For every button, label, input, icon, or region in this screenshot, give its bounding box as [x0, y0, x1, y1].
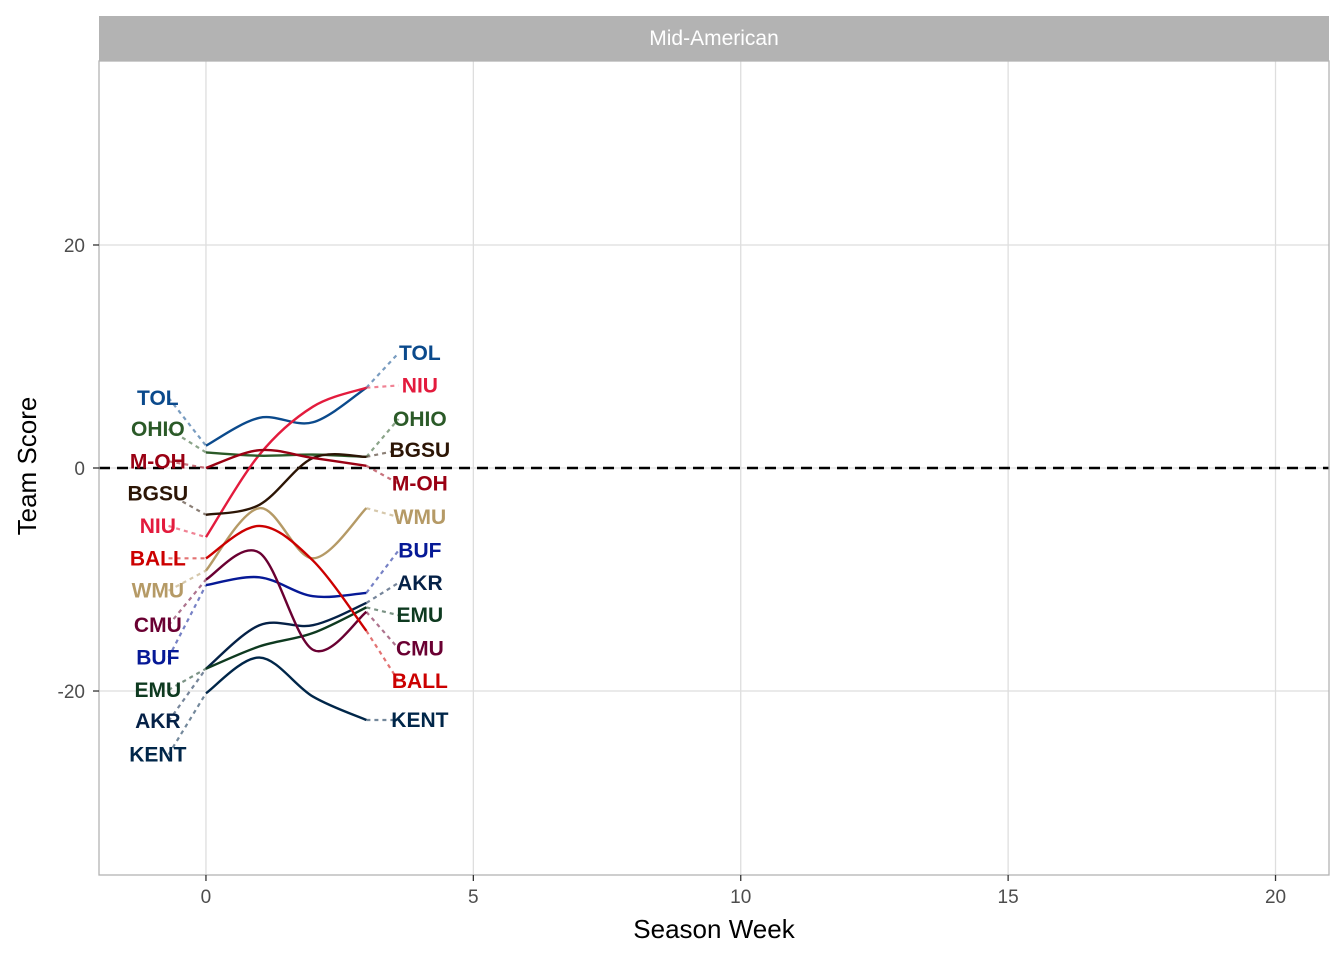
x-tick-label-15: 15 — [998, 887, 1019, 908]
series-line-bgsu — [205, 452, 367, 517]
start-label-wmu: WMU — [132, 580, 184, 603]
series-line-kent — [205, 656, 367, 722]
start-connector-wmu — [168, 569, 207, 592]
series-line-cmu — [205, 549, 368, 653]
end-connector-buf — [365, 549, 400, 594]
end-label-ohio: OHIO — [393, 408, 447, 431]
series-line-akr — [205, 601, 367, 670]
start-connector-bgsu — [167, 492, 207, 516]
end-label-m-oh: M-OH — [392, 473, 448, 496]
series-line-wmu — [205, 506, 368, 572]
facet-strip — [99, 16, 1329, 61]
start-connector-emu — [167, 667, 207, 691]
start-connector-niu — [168, 524, 207, 539]
series-line-buf — [205, 575, 367, 599]
start-connector-kent — [167, 692, 207, 756]
end-label-kent: KENT — [391, 709, 448, 732]
x-axis-title: Season Week — [633, 914, 795, 944]
x-tick-label-10: 10 — [730, 887, 751, 908]
start-label-ball: BALL — [130, 547, 186, 570]
facet-title: Mid-American — [649, 27, 779, 50]
x-tick-label-0: 0 — [201, 887, 212, 908]
end-connector-ohio — [365, 418, 400, 458]
start-connector-tol — [167, 397, 207, 447]
x-tick-label-5: 5 — [468, 887, 479, 908]
start-label-bgsu: BGSU — [127, 483, 188, 506]
start-label-m-oh: M-OH — [130, 450, 186, 473]
start-label-ohio: OHIO — [131, 418, 185, 441]
y-tick-label--20: -20 — [58, 682, 85, 703]
end-connector-emu — [366, 606, 399, 617]
end-connector-bgsu — [366, 449, 399, 458]
series-line-ball — [205, 524, 368, 632]
end-connector-wmu — [366, 507, 399, 519]
start-connector-buf — [167, 584, 207, 659]
y-tick-label-0: 0 — [74, 459, 85, 480]
start-label-emu: EMU — [134, 679, 181, 702]
end-label-buf: BUF — [398, 540, 441, 563]
y-tick-label-20: 20 — [64, 236, 85, 257]
label-connectors — [167, 352, 400, 756]
end-label-bgsu: BGSU — [390, 439, 451, 462]
start-label-niu: NIU — [140, 515, 176, 538]
y-axis-ticks: -20 0 20 — [58, 236, 99, 703]
start-connector-cmu — [167, 578, 207, 626]
series-lines — [204, 386, 368, 722]
grid-lines — [99, 61, 1329, 875]
start-label-kent: KENT — [129, 744, 186, 767]
end-connector-cmu — [365, 611, 400, 650]
end-connector-m-oh — [365, 464, 400, 485]
end-label-akr: AKR — [397, 572, 443, 595]
start-connector-m-oh — [168, 460, 207, 470]
series-line-m-oh — [205, 448, 367, 470]
start-label-akr: AKR — [135, 710, 181, 733]
team-labels: TOL TOL NIU NIU OHIO OHIO BGSU BGSU M-OH M-OH WMU W… — [127, 342, 450, 766]
series-line-niu — [204, 386, 367, 538]
y-axis-title: Team Score — [12, 397, 42, 536]
end-connector-ball — [365, 630, 400, 682]
series-line-emu — [205, 606, 367, 670]
end-label-ball: BALL — [392, 670, 448, 693]
end-label-niu: NIU — [402, 374, 438, 397]
end-label-tol: TOL — [399, 342, 441, 365]
end-label-cmu: CMU — [396, 638, 444, 661]
x-tick-label-20: 20 — [1265, 887, 1286, 908]
end-connector-niu — [366, 384, 399, 389]
start-label-cmu: CMU — [134, 614, 182, 637]
end-label-wmu: WMU — [394, 506, 446, 529]
start-connector-akr — [167, 668, 207, 722]
start-label-tol: TOL — [137, 387, 179, 410]
start-label-buf: BUF — [136, 647, 179, 670]
end-connector-akr — [365, 581, 400, 604]
end-label-emu: EMU — [397, 604, 444, 627]
x-axis-ticks: 0 5 10 15 20 — [201, 875, 1286, 908]
series-line-tol — [205, 386, 368, 447]
